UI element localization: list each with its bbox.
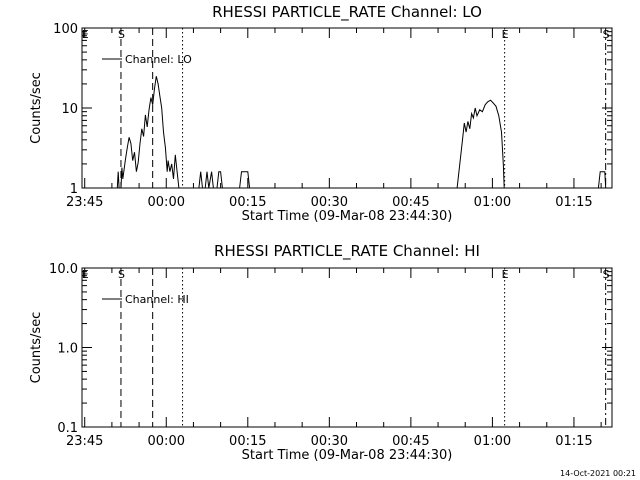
legend-label: Channel: LO: [125, 53, 192, 66]
x-tick-label: 01:15: [555, 195, 592, 210]
y-axis-label: Counts/sec: [29, 312, 44, 384]
x-axis-label: Start Time (09-Mar-08 23:44:30): [242, 209, 453, 224]
y-tick-label: 100: [53, 22, 78, 37]
x-tick-label: 00:30: [311, 195, 348, 210]
y-tick-label: 1.0: [57, 342, 78, 357]
chart-panel-1: RHESSI PARTICLE_RATE Channel: LO 1 10 100 23…: [29, 3, 613, 224]
x-tick-label: 01:15: [555, 434, 592, 449]
series-line: [82, 76, 612, 189]
x-tick-label: 00:45: [392, 434, 429, 449]
event-marker-label: S: [118, 268, 125, 281]
x-tick-label: 01:00: [474, 434, 511, 449]
x-tick-label: 00:00: [148, 195, 185, 210]
chart-title: RHESSI PARTICLE_RATE Channel: HI: [214, 242, 480, 261]
x-tick-label: 00:00: [148, 434, 185, 449]
x-tick-label: 00:30: [311, 434, 348, 449]
x-tick-label: 01:00: [474, 195, 511, 210]
x-tick-label: 00:45: [392, 195, 429, 210]
x-tick-label: 23:45: [66, 195, 103, 210]
event-marker-label: E: [82, 28, 89, 41]
x-tick-label: 00:15: [229, 195, 266, 210]
event-marker-label: E: [82, 268, 89, 281]
y-tick-label: 0.1: [57, 421, 78, 436]
y-tick-label: 10: [61, 102, 78, 117]
chart-panel-2: RHESSI PARTICLE_RATE Channel: HI 0.1 1.0 10…: [29, 242, 613, 463]
event-marker-label: E: [502, 28, 509, 41]
x-tick-label: 00:15: [229, 434, 266, 449]
legend-label: Channel: HI: [125, 293, 189, 306]
y-axis-label: Counts/sec: [29, 72, 44, 144]
x-axis-label: Start Time (09-Mar-08 23:44:30): [242, 448, 453, 463]
chart-title: RHESSI PARTICLE_RATE Channel: LO: [212, 3, 482, 22]
event-marker-label: E: [502, 268, 509, 281]
x-tick-label: 23:45: [66, 434, 103, 449]
event-marker-label: S: [603, 268, 610, 281]
y-tick-label: 10.0: [49, 262, 78, 277]
footer-timestamp: 14-Oct-2021 00:21: [560, 469, 636, 478]
event-marker-label: S: [118, 28, 125, 41]
y-tick-label: 1: [70, 182, 78, 197]
event-marker-label: S: [603, 28, 610, 41]
